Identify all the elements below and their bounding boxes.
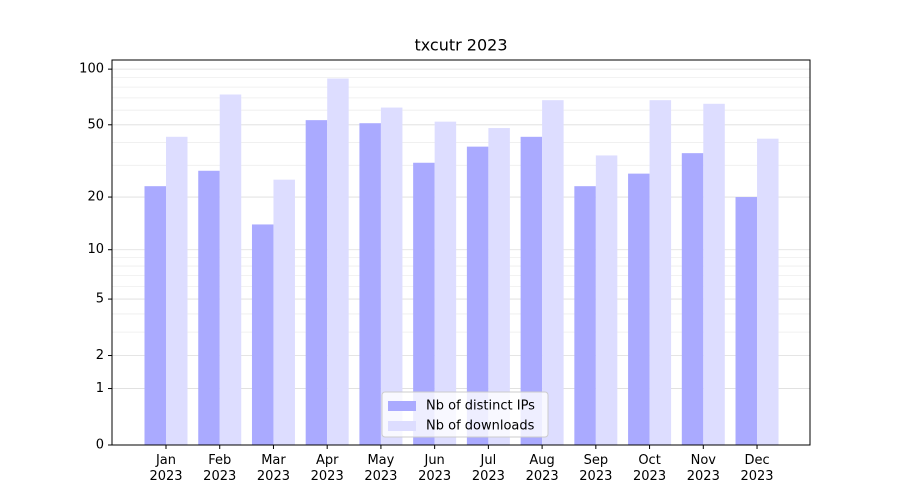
- bar: [681, 153, 704, 446]
- x-tick-label: May 2023: [364, 453, 398, 484]
- bar: [466, 146, 489, 445]
- y-tick-label: 0: [96, 438, 104, 453]
- bar: [359, 123, 381, 446]
- x-tick-label: Mar 2023: [256, 453, 290, 484]
- bar: [166, 136, 188, 445]
- legend-label: Nb of distinct IPs: [426, 399, 535, 414]
- x-tick-label: Sep 2023: [579, 453, 613, 484]
- y-tick-label: 100: [79, 62, 104, 77]
- bar: [413, 162, 435, 446]
- y-tick-label: 50: [87, 117, 104, 132]
- axes-frame: [111, 59, 811, 446]
- bar: [273, 179, 295, 446]
- x-tick-label: Dec 2023: [740, 453, 774, 484]
- legend-swatch: [388, 401, 416, 411]
- bar: [520, 136, 543, 445]
- legend-swatch: [388, 421, 416, 431]
- legend-frame: [381, 391, 549, 438]
- x-tick-label: Nov 2023: [686, 453, 720, 484]
- bar: [305, 120, 328, 446]
- bar: [735, 197, 758, 445]
- y-tick-label: 2: [96, 348, 104, 363]
- bar: [757, 138, 779, 445]
- bar: [703, 103, 725, 446]
- x-tick-label: Feb 2023: [203, 453, 237, 484]
- bar: [649, 100, 672, 446]
- bar: [542, 100, 564, 446]
- bar: [219, 94, 242, 446]
- y-tick-label: 20: [87, 190, 104, 205]
- x-tick-label: Jun 2023: [418, 453, 452, 484]
- bar: [144, 186, 166, 445]
- bar: [251, 224, 274, 445]
- chart-title: txcutr 2023: [414, 36, 507, 55]
- bar: [595, 155, 618, 445]
- bar: [574, 186, 596, 445]
- bar: [327, 78, 349, 446]
- x-tick-label: Oct 2023: [633, 453, 667, 484]
- y-tick-label: 1: [96, 381, 104, 396]
- x-tick-label: Aug 2023: [525, 453, 559, 484]
- bar: [380, 107, 403, 446]
- y-tick-label: 5: [96, 292, 104, 307]
- bar: [488, 128, 510, 445]
- legend: Nb of distinct IPs Nb of downloads: [381, 391, 549, 438]
- bar: [434, 121, 457, 445]
- x-tick-label: Jan 2023: [149, 453, 183, 484]
- x-tick-label: Jul 2023: [471, 453, 505, 484]
- bar: [628, 173, 650, 445]
- x-tick-label: Apr 2023: [310, 453, 344, 484]
- y-tick-label: 10: [87, 242, 104, 257]
- bar: [198, 170, 220, 445]
- legend-label: Nb of downloads: [426, 419, 535, 434]
